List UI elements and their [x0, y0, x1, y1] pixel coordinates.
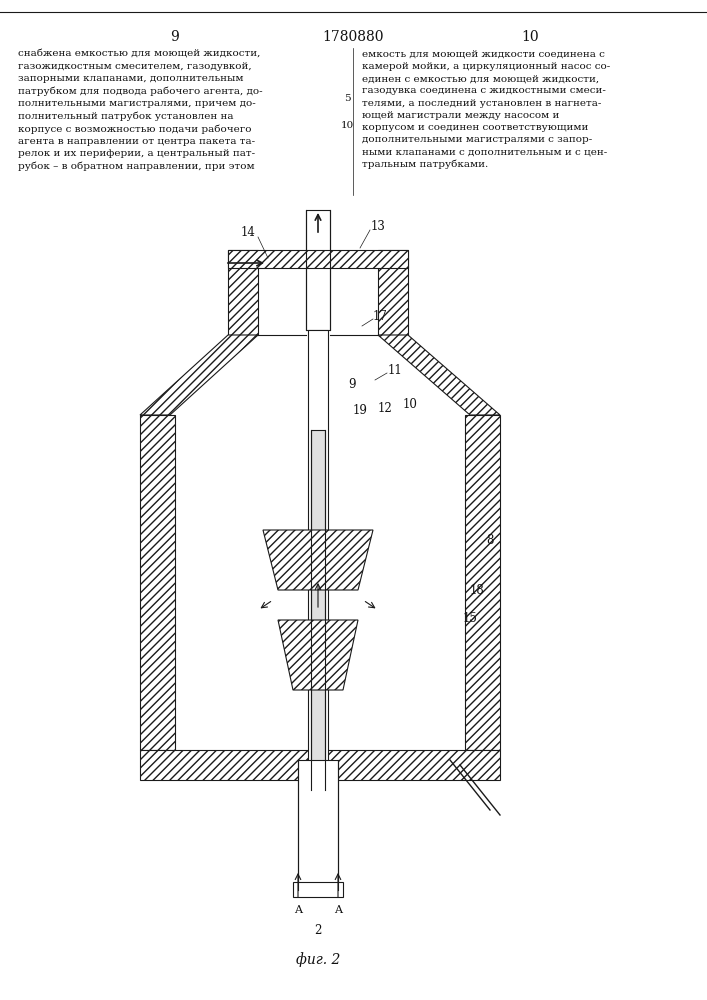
Text: 11: 11	[387, 363, 402, 376]
Polygon shape	[140, 750, 500, 780]
Polygon shape	[465, 415, 500, 750]
Text: 10: 10	[402, 398, 417, 412]
Bar	[311, 430, 325, 790]
Text: 10: 10	[340, 121, 354, 130]
Text: 9: 9	[170, 30, 180, 44]
Bar	[306, 210, 330, 330]
Bar	[298, 760, 338, 890]
Text: A: A	[334, 905, 342, 915]
Text: 13: 13	[370, 220, 385, 232]
Text: 2: 2	[315, 924, 322, 936]
Text: 12: 12	[378, 401, 392, 414]
Text: 1780880: 1780880	[322, 30, 384, 44]
Text: 19: 19	[353, 403, 368, 416]
Text: 10: 10	[521, 30, 539, 44]
Polygon shape	[228, 250, 408, 268]
Text: A: A	[294, 905, 302, 915]
Polygon shape	[278, 620, 358, 690]
Text: 14: 14	[240, 227, 255, 239]
Polygon shape	[140, 415, 175, 750]
Text: 9: 9	[349, 377, 356, 390]
Text: снабжена емкостью для моющей жидкости,
газожидкостным смесителем, газодувкой,
за: снабжена емкостью для моющей жидкости, г…	[18, 50, 262, 171]
Polygon shape	[228, 250, 258, 335]
Polygon shape	[263, 530, 373, 590]
Polygon shape	[378, 335, 500, 415]
Text: 15: 15	[462, 611, 477, 624]
Bar	[308, 330, 328, 820]
Text: фиг. 2: фиг. 2	[296, 953, 340, 967]
Text: 17: 17	[373, 310, 387, 322]
Polygon shape	[378, 250, 408, 335]
Polygon shape	[140, 335, 258, 415]
Text: емкость для моющей жидкости соединена с
камерой мойки, а циркуляционный насос со: емкость для моющей жидкости соединена с …	[362, 50, 610, 169]
Text: 8: 8	[486, 534, 493, 546]
Text: 5: 5	[344, 94, 350, 103]
Text: 18: 18	[469, 584, 484, 596]
Bar	[293, 882, 343, 897]
